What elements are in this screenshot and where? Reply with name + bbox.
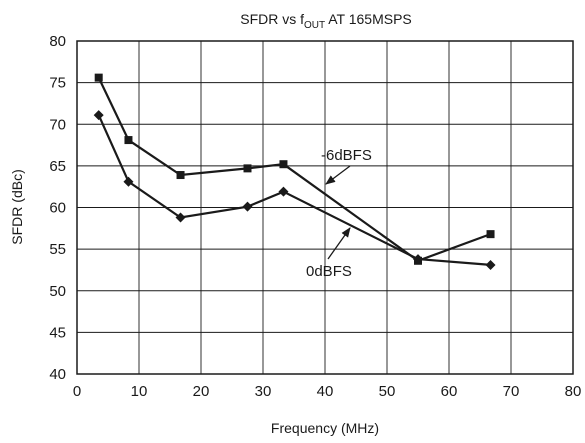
y-tick-label: 40 bbox=[49, 366, 66, 383]
chart-title: SFDR vs fOUT AT 165MSPS bbox=[240, 11, 412, 31]
arrow-0dbfs bbox=[327, 227, 351, 260]
grid-lines bbox=[77, 41, 573, 374]
series-layer bbox=[93, 73, 496, 270]
x-tick-label: 20 bbox=[193, 383, 210, 400]
data-point-square bbox=[486, 230, 495, 239]
y-tick-label: 50 bbox=[49, 283, 66, 300]
y-tick-label: 55 bbox=[49, 241, 66, 258]
annotations: -6dBFS 0dBFS bbox=[306, 147, 372, 280]
y-tick-label: 80 bbox=[49, 33, 66, 50]
data-point-diamond bbox=[93, 110, 104, 121]
y-tick-label: 60 bbox=[49, 200, 66, 217]
data-point-square bbox=[176, 171, 185, 180]
x-tick-label: 30 bbox=[255, 383, 272, 400]
y-tick-label: 75 bbox=[49, 75, 66, 92]
x-tick-label: 70 bbox=[503, 383, 520, 400]
x-tick-label: 10 bbox=[131, 383, 148, 400]
x-tick-label: 60 bbox=[441, 383, 458, 400]
data-point-square bbox=[94, 73, 103, 82]
plot-frame bbox=[76, 40, 574, 375]
x-tick-label: 50 bbox=[379, 383, 396, 400]
x-axis-ticks: 0 10 20 30 40 50 60 70 80 bbox=[73, 383, 582, 400]
data-point-diamond bbox=[278, 186, 289, 197]
data-point-diamond bbox=[485, 259, 496, 270]
y-axis-label: SFDR (dBc) bbox=[9, 169, 25, 244]
series-label-6dbfs: -6dBFS bbox=[321, 147, 372, 164]
data-point-diamond bbox=[242, 201, 253, 212]
y-tick-label: 65 bbox=[49, 158, 66, 175]
y-tick-label: 70 bbox=[49, 116, 66, 133]
x-tick-label: 40 bbox=[317, 383, 334, 400]
data-point-diamond bbox=[413, 254, 423, 265]
data-point-square bbox=[124, 136, 133, 145]
y-axis-ticks: 40 45 50 55 60 65 70 75 80 bbox=[49, 33, 66, 383]
x-tick-label: 80 bbox=[565, 383, 582, 400]
series-label-0dbfs: 0dBFS bbox=[306, 263, 352, 280]
x-axis-label: Frequency (MHz) bbox=[271, 420, 379, 436]
x-tick-label: 0 bbox=[73, 383, 81, 400]
data-point-square bbox=[243, 164, 252, 173]
y-tick-label: 45 bbox=[49, 324, 66, 341]
series-line-0 bbox=[97, 77, 491, 263]
arrow-6dbfs bbox=[325, 165, 351, 185]
data-point-diamond bbox=[123, 176, 134, 187]
series-line-1 bbox=[97, 114, 491, 266]
data-point-square bbox=[279, 160, 288, 169]
data-point-diamond bbox=[175, 212, 186, 223]
